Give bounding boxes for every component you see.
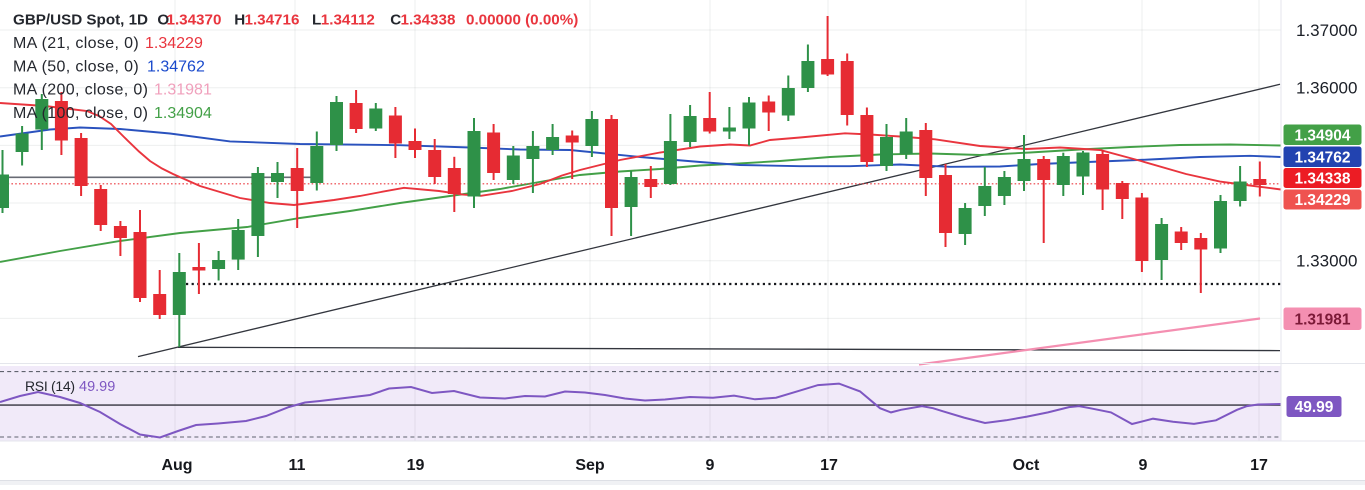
svg-text:MA (50, close, 0): MA (50, close, 0) xyxy=(13,58,139,75)
svg-text:1.34112: 1.34112 xyxy=(321,12,375,29)
svg-text:MA (100, close, 0): MA (100, close, 0) xyxy=(13,105,148,122)
svg-text:1.34716: 1.34716 xyxy=(245,12,300,29)
svg-text:1.34229: 1.34229 xyxy=(1294,192,1350,209)
svg-text:49.99: 49.99 xyxy=(1295,399,1334,416)
svg-text:0.00000 (0.00%): 0.00000 (0.00%) xyxy=(466,12,578,29)
svg-text:1.34762: 1.34762 xyxy=(1294,149,1350,166)
svg-text:Aug: Aug xyxy=(161,457,192,474)
svg-text:11: 11 xyxy=(289,457,306,474)
svg-text:17: 17 xyxy=(820,457,838,474)
svg-text:H: H xyxy=(234,12,245,29)
svg-text:19: 19 xyxy=(407,457,425,474)
svg-text:9: 9 xyxy=(1139,457,1148,474)
svg-text:1.34338: 1.34338 xyxy=(401,12,456,29)
svg-text:1.33000: 1.33000 xyxy=(1296,252,1357,271)
svg-text:1.34904: 1.34904 xyxy=(154,105,212,122)
svg-text:17: 17 xyxy=(1250,457,1268,474)
svg-text:1.36000: 1.36000 xyxy=(1296,79,1357,98)
svg-text:GBP/USD Spot, 1D: GBP/USD Spot, 1D xyxy=(13,12,148,29)
svg-text:1.34762: 1.34762 xyxy=(147,58,205,75)
svg-text:1.34338: 1.34338 xyxy=(1294,171,1350,188)
svg-text:1.31981: 1.31981 xyxy=(154,82,212,99)
svg-text:MA (21, close, 0): MA (21, close, 0) xyxy=(13,35,139,52)
svg-text:1.34370: 1.34370 xyxy=(167,12,222,29)
svg-text:1.34904: 1.34904 xyxy=(1294,127,1350,144)
svg-text:1.37000: 1.37000 xyxy=(1296,21,1357,40)
svg-text:1.34229: 1.34229 xyxy=(145,35,203,52)
svg-text:L: L xyxy=(312,12,321,29)
svg-text:MA (200, close, 0): MA (200, close, 0) xyxy=(13,82,148,99)
svg-text:9: 9 xyxy=(706,457,715,474)
svg-text:1.31981: 1.31981 xyxy=(1294,311,1350,328)
svg-text:O: O xyxy=(157,12,169,29)
svg-text:RSI (14): RSI (14) xyxy=(25,378,75,394)
svg-text:Sep: Sep xyxy=(575,457,605,474)
svg-text:49.99: 49.99 xyxy=(79,379,115,395)
svg-text:C: C xyxy=(390,12,401,29)
svg-text:Oct: Oct xyxy=(1013,457,1040,474)
